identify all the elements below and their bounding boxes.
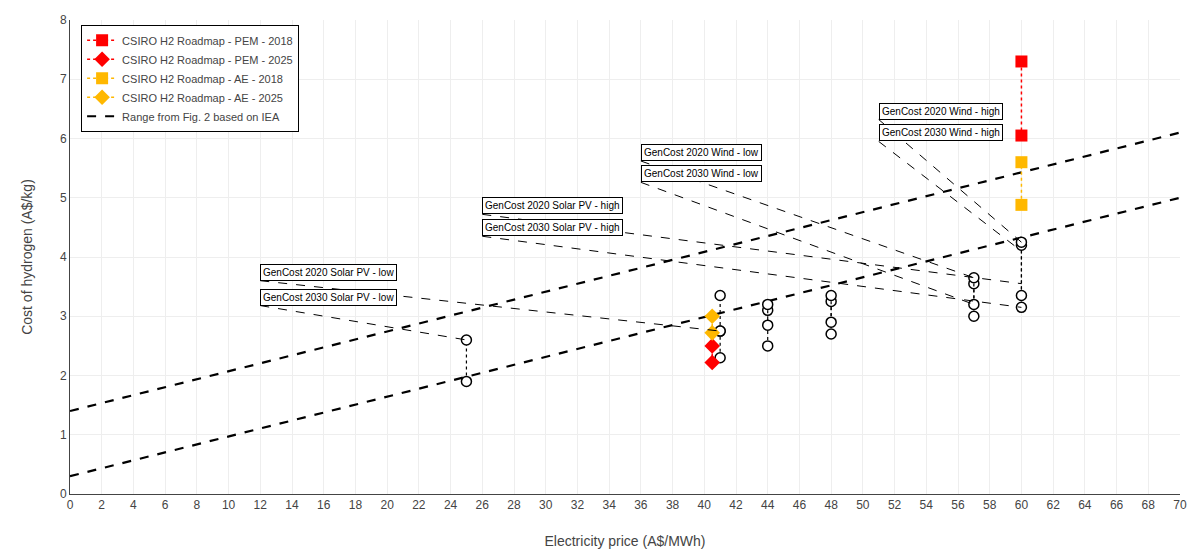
svg-text:70: 70 (1173, 498, 1187, 512)
svg-text:GenCost 2020 Solar PV - high: GenCost 2020 Solar PV - high (485, 200, 620, 211)
svg-text:34: 34 (602, 498, 616, 512)
svg-text:66: 66 (1110, 498, 1124, 512)
svg-text:4: 4 (130, 498, 137, 512)
svg-text:46: 46 (793, 498, 807, 512)
svg-text:Cost of hydrogen (A$/kg): Cost of hydrogen (A$/kg) (19, 179, 35, 335)
svg-text:12: 12 (254, 498, 268, 512)
svg-text:10: 10 (222, 498, 236, 512)
svg-text:38: 38 (666, 498, 680, 512)
svg-text:6: 6 (60, 132, 67, 146)
svg-text:CSIRO H2 Roadmap - AE - 2018: CSIRO H2 Roadmap - AE - 2018 (122, 73, 283, 85)
svg-text:8: 8 (60, 13, 67, 27)
svg-text:42: 42 (729, 498, 743, 512)
svg-text:0: 0 (67, 498, 74, 512)
svg-text:50: 50 (856, 498, 870, 512)
svg-text:GenCost 2020 Wind - low: GenCost 2020 Wind - low (644, 147, 759, 158)
svg-text:40: 40 (698, 498, 712, 512)
svg-text:GenCost 2030 Solar PV - low: GenCost 2030 Solar PV - low (263, 292, 394, 303)
svg-text:44: 44 (761, 498, 775, 512)
svg-text:CSIRO H2 Roadmap - AE - 2025: CSIRO H2 Roadmap - AE - 2025 (122, 92, 283, 104)
svg-text:32: 32 (571, 498, 585, 512)
svg-text:5: 5 (60, 191, 67, 205)
svg-text:36: 36 (634, 498, 648, 512)
svg-text:GenCost 2030 Wind - low: GenCost 2030 Wind - low (644, 168, 759, 179)
svg-text:28: 28 (507, 498, 521, 512)
svg-text:20: 20 (380, 498, 394, 512)
svg-text:48: 48 (824, 498, 838, 512)
svg-text:CSIRO H2 Roadmap - PEM - 2025: CSIRO H2 Roadmap - PEM - 2025 (122, 54, 293, 66)
svg-text:30: 30 (539, 498, 553, 512)
svg-text:22: 22 (412, 498, 426, 512)
svg-text:GenCost 2030 Wind - high: GenCost 2030 Wind - high (882, 127, 1000, 138)
svg-text:0: 0 (60, 487, 67, 501)
svg-text:CSIRO H2 Roadmap - PEM - 2018: CSIRO H2 Roadmap - PEM - 2018 (122, 35, 293, 47)
svg-text:54: 54 (920, 498, 934, 512)
svg-text:GenCost 2020 Solar PV - low: GenCost 2020 Solar PV - low (263, 267, 394, 278)
svg-text:24: 24 (444, 498, 458, 512)
svg-text:2: 2 (98, 498, 105, 512)
svg-text:16: 16 (317, 498, 331, 512)
svg-text:Range from Fig. 2 based on IEA: Range from Fig. 2 based on IEA (122, 111, 280, 123)
svg-text:2: 2 (60, 369, 67, 383)
svg-text:62: 62 (1046, 498, 1060, 512)
svg-text:GenCost 2030 Solar PV - high: GenCost 2030 Solar PV - high (485, 222, 620, 233)
svg-text:68: 68 (1142, 498, 1156, 512)
svg-text:Electricity price (A$/MWh): Electricity price (A$/MWh) (544, 533, 705, 549)
svg-text:GenCost 2020 Wind - high: GenCost 2020 Wind - high (882, 106, 1000, 117)
svg-text:64: 64 (1078, 498, 1092, 512)
svg-text:26: 26 (476, 498, 490, 512)
svg-text:60: 60 (1015, 498, 1029, 512)
svg-text:3: 3 (60, 309, 67, 323)
svg-text:6: 6 (162, 498, 169, 512)
svg-text:4: 4 (60, 250, 67, 264)
svg-text:1: 1 (60, 428, 67, 442)
svg-text:58: 58 (983, 498, 997, 512)
svg-text:7: 7 (60, 72, 67, 86)
svg-text:52: 52 (888, 498, 902, 512)
svg-text:18: 18 (349, 498, 363, 512)
svg-text:56: 56 (951, 498, 965, 512)
svg-text:14: 14 (285, 498, 299, 512)
svg-text:8: 8 (194, 498, 201, 512)
